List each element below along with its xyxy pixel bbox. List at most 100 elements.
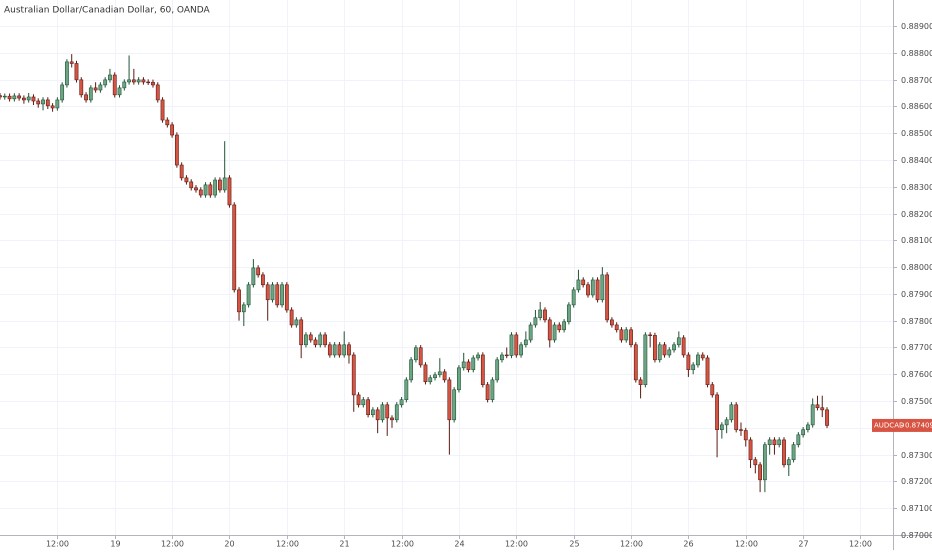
candle-body [165,119,170,126]
candle-body [31,96,36,102]
candle-body [724,419,729,426]
candle-body [457,367,461,391]
candle-body [332,344,337,356]
candle-body [810,404,815,426]
candle-body [820,407,825,411]
candle-body [241,304,246,313]
candle-body [213,179,218,196]
candle-body [299,319,304,346]
candle-body [45,99,50,107]
candle-body [590,279,595,296]
candle-body [189,181,194,189]
candle-body [696,354,700,366]
candle-body [418,347,423,366]
candle-body [500,354,504,361]
candle-body [686,354,691,371]
candle-body [131,79,136,83]
candle-body [36,100,41,105]
candle-body [2,95,7,98]
x-tick-label: 12:00 [46,540,69,549]
candle-body [643,334,648,386]
candle-body [476,354,480,359]
candle-body [327,344,332,356]
candle-body [538,309,543,319]
candle-body [437,371,442,376]
y-tick-label: 0.88100 [901,236,932,245]
candle-body [146,81,151,84]
candle-body [762,444,767,481]
x-tick-label: 12:00 [735,540,758,549]
x-tick-label: 26 [683,540,693,549]
candle-body [232,204,237,291]
y-tick-label: 0.87000 [901,531,932,540]
candle-body [782,439,786,466]
candle-body [657,344,662,361]
candle-body [452,389,457,421]
candle-body [523,339,528,346]
candle-body [576,279,581,291]
candle-body [519,344,523,356]
candle-body [122,81,127,89]
candle-body [337,344,342,356]
x-tick-label: 12:00 [620,540,643,549]
candle-body [595,279,600,301]
candle-body [753,459,758,466]
candle-body [509,334,514,356]
candle-body [495,359,500,381]
candle-body [729,404,734,421]
candle-body [342,344,347,356]
candle-body [194,187,198,191]
candle-body [786,459,791,466]
candle-body [222,177,227,191]
x-tick-label: 19 [110,540,120,549]
candle-body [758,464,763,481]
candle-body [251,267,256,286]
x-tick-label: 12:00 [391,540,414,549]
candle-body [433,374,437,379]
candle-body [7,95,12,100]
candle-body [700,354,705,359]
candle-body [404,379,409,401]
candle-body [208,184,213,196]
candle-body [504,354,509,357]
candle-body [466,361,471,371]
candle-body [801,429,806,436]
candle-body [65,61,69,86]
candle-body [571,289,576,306]
candle-body [777,439,782,446]
candle-body [88,87,93,101]
candle-body [151,81,155,86]
candle-body [294,319,299,326]
y-tick-label: 0.88700 [901,76,932,85]
candle-body [581,279,586,286]
candle-body [289,309,294,326]
candle-body [648,334,653,336]
candle-body [710,384,715,396]
candle-body [566,304,571,323]
candle-body [313,339,318,346]
y-tick-label: 0.88900 [901,22,932,31]
x-tick-label: 21 [339,540,349,549]
candle-body [280,284,284,306]
candle-body [428,377,433,383]
candle-body [275,284,280,306]
candle-body [399,399,404,406]
candle-body [50,105,55,109]
candle-body [184,177,189,183]
candle-body [423,364,428,383]
axes: 0.870000.871000.872000.873000.874000.875… [46,22,932,549]
candle-body [12,95,17,100]
candle-body [79,79,84,96]
x-tick-label: 12:00 [849,540,872,549]
candle-body [284,284,289,311]
y-tick-label: 0.88800 [901,49,932,58]
candle-body [304,334,308,346]
candle-body [170,124,174,136]
y-tick-label: 0.87600 [901,370,932,379]
candle-body [485,384,490,401]
candle-body [600,274,605,301]
candle-body [547,319,552,341]
candle-body [629,329,633,346]
candle-body [614,324,619,331]
candle-body [136,79,141,83]
